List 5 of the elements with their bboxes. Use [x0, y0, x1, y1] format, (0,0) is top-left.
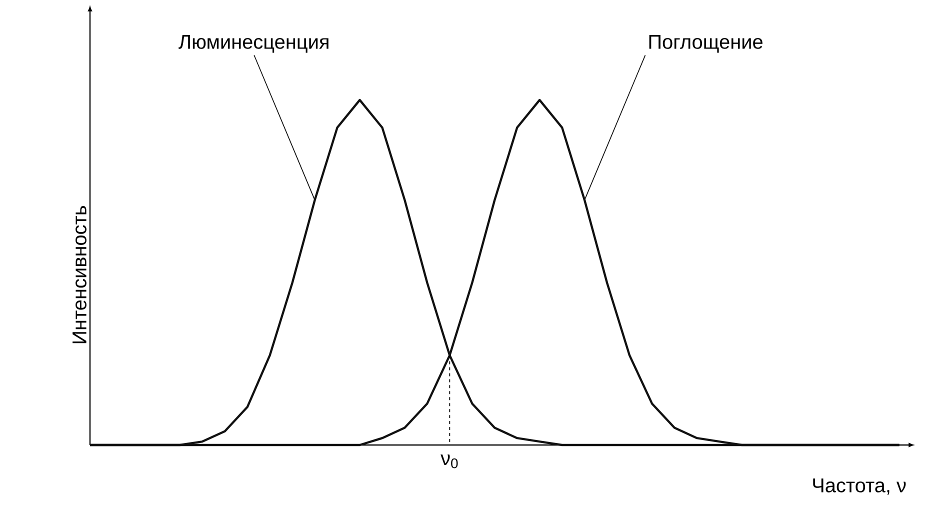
y-axis-title: Интенсивность [72, 206, 86, 344]
text: ν$_{0}$ [440, 454, 458, 468]
x-axis-title: Частота, ν [813, 478, 906, 495]
text: Поглощение [649, 35, 762, 53]
text: Люминесценция [178, 35, 328, 53]
